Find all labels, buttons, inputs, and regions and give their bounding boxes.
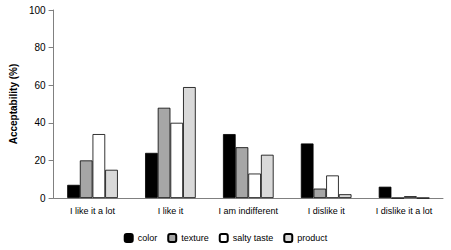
svg-text:Acceptability (%): Acceptability (%) <box>8 64 19 145</box>
svg-text:100: 100 <box>29 5 46 16</box>
svg-text:60: 60 <box>34 80 46 91</box>
svg-text:I dislike it: I dislike it <box>308 206 346 216</box>
svg-text:I like it: I like it <box>158 206 184 216</box>
svg-text:color: color <box>138 233 158 243</box>
svg-text:40: 40 <box>34 117 46 128</box>
svg-text:80: 80 <box>34 42 46 53</box>
svg-text:I dislike it a lot: I dislike it a lot <box>376 206 433 216</box>
svg-text:salty taste: salty taste <box>233 233 274 243</box>
svg-text:product: product <box>297 233 328 243</box>
svg-text:I like it a lot: I like it a lot <box>70 206 116 216</box>
svg-text:texture: texture <box>181 233 209 243</box>
svg-text:20: 20 <box>34 155 46 166</box>
svg-text:0: 0 <box>40 193 46 204</box>
svg-text:I am indifferent: I am indifferent <box>219 206 279 216</box>
